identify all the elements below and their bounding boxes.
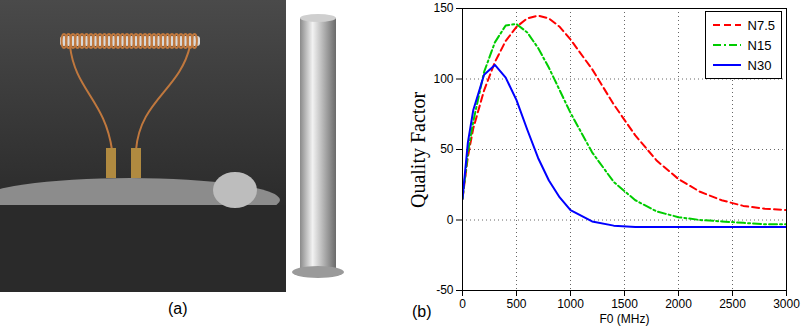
svg-text:0: 0 [447,213,454,227]
svg-text:500: 500 [506,297,526,311]
svg-text:1500: 1500 [611,297,638,311]
svg-text:50: 50 [440,142,454,156]
html-text:N30: N30 [747,57,772,73]
html-text:(b): (b) [412,303,432,320]
svg-text:150: 150 [433,1,453,15]
svg-text:-50: -50 [436,283,454,297]
svg-text:0: 0 [459,297,466,311]
svg-text:1000: 1000 [557,297,584,311]
html-text:N15: N15 [747,37,772,53]
svg-text:3000: 3000 [773,297,800,311]
html-text:N7.5: N7.5 [747,17,775,33]
svg-text:100: 100 [433,72,453,86]
html-text:(a): (a) [168,300,188,317]
svg-text:2500: 2500 [719,297,746,311]
html-text:Quality Factor: Quality Factor [406,92,429,208]
svg-text:2000: 2000 [665,297,692,311]
svg-text:F0 (MHz): F0 (MHz) [600,312,650,326]
